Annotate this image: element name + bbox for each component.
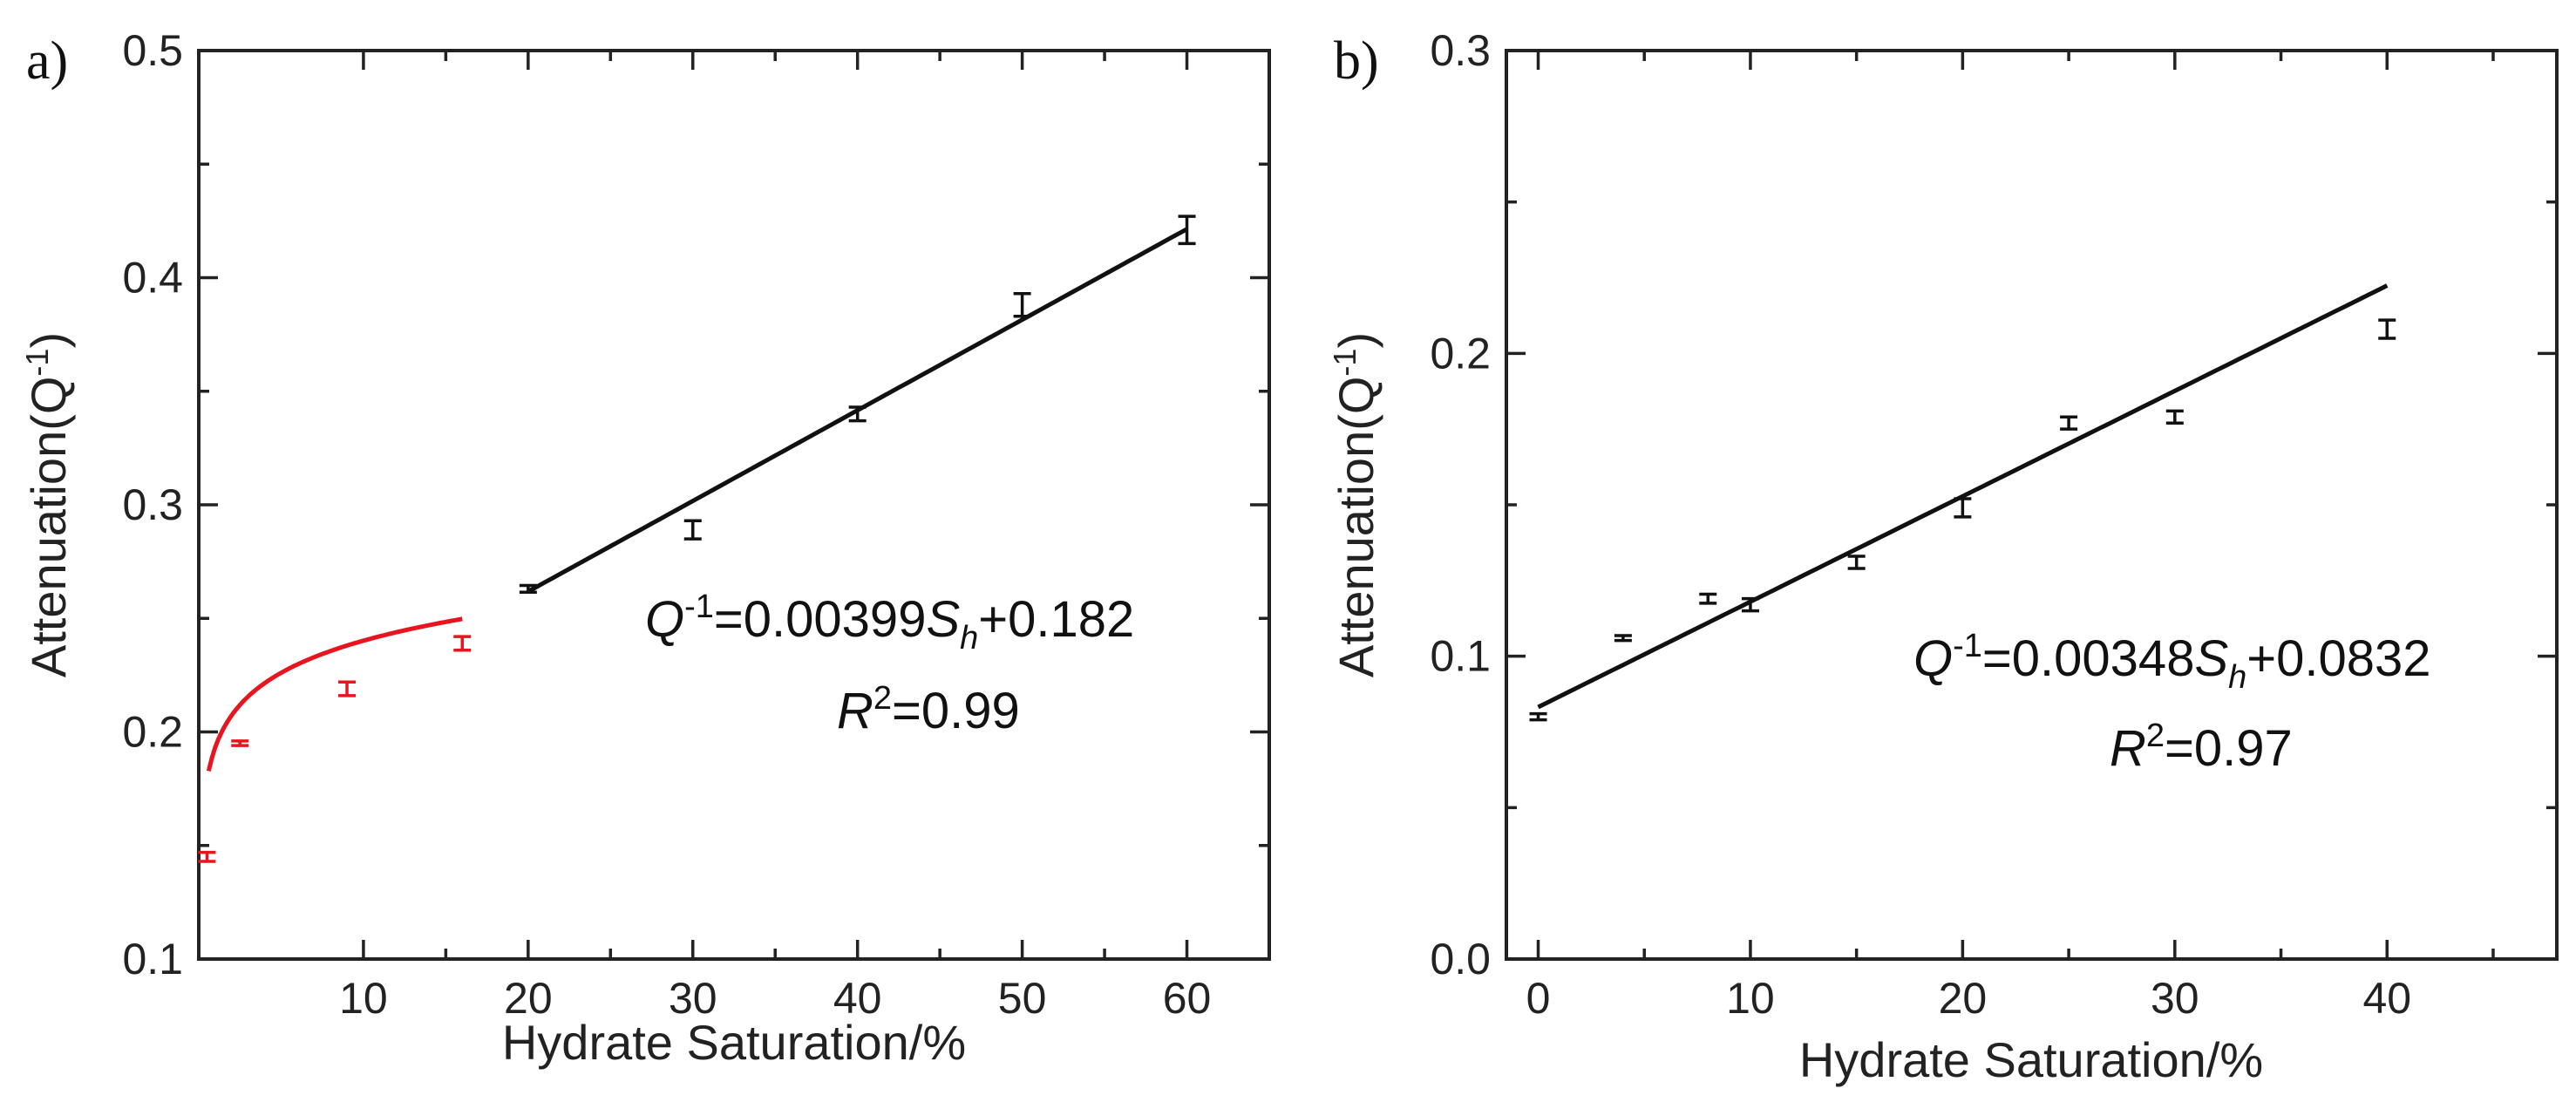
panel-a-y-axis-title-end: ) — [21, 332, 76, 349]
panel-a-eq-q: Q — [645, 591, 684, 648]
panel-b-fit-line-0 — [1537, 283, 2389, 710]
panel-a-data-point — [1013, 291, 1031, 318]
panel-b-r: R — [2110, 720, 2146, 777]
panel-a-x-tick-label: 40 — [833, 974, 882, 1023]
panel-b-fit-lines — [1537, 283, 2389, 710]
panel-b-data-point — [2060, 415, 2078, 431]
panel-b-data-point — [1954, 497, 1972, 519]
panel-b-y-tick-label: 0.2 — [1430, 329, 1491, 378]
panel-b-eq-q-sup: -1 — [1953, 628, 1982, 664]
panel-a-y-axis-title-main: Attenuation(Q — [21, 377, 76, 678]
panel-a-eq-q-sup: -1 — [684, 589, 714, 625]
panel-a-x-tick-label: 30 — [669, 974, 717, 1023]
panel-b-eq-s: S — [2194, 630, 2228, 687]
panel-a-r-squared: R2=0.99 — [837, 680, 1020, 739]
panel-b-x-tick-label: 20 — [1939, 974, 1988, 1023]
panel-b-data-point — [2378, 318, 2396, 340]
panel-b-y-axis-title-end: ) — [1329, 332, 1383, 349]
panel-b-data-point — [1699, 592, 1717, 605]
panel-a-y-tick-label: 0.1 — [122, 935, 183, 983]
panel-b-data-point — [2165, 409, 2184, 425]
panel-a-ticks: 10 20 30 40 50 60 0.1 0.2 0.3 0.4 0.5 — [122, 26, 1269, 1023]
panel-b-y-axis-title: Attenuation(Q-1) — [1327, 332, 1383, 677]
panel-a-y-tick-label: 0.3 — [122, 480, 183, 529]
panel-b-y-tick-label: 0.0 — [1430, 935, 1491, 983]
panel-a-y-tick-label: 0.5 — [122, 26, 183, 75]
panel-a-eq-s-sub: h — [960, 620, 978, 657]
panel-a-data-point — [1178, 214, 1196, 246]
panel-b-data-point — [1529, 711, 1547, 722]
panel-a-label: a) — [26, 31, 68, 91]
panel-b-label: b) — [1334, 31, 1379, 91]
panel-a-x-tick-label: 60 — [1163, 974, 1212, 1023]
panel-a-data-point — [519, 583, 537, 595]
panel-a-x-tick-label: 20 — [504, 974, 553, 1023]
panel-b-data-point — [1847, 554, 1866, 570]
panel-a-y-tick-label: 0.2 — [122, 708, 183, 757]
panel-b-data-point — [1614, 634, 1632, 643]
panel-a-r-sup: 2 — [873, 680, 892, 717]
panel-b-x-tick-label: 30 — [2151, 974, 2199, 1023]
panel-b-x-tick-label: 0 — [1526, 974, 1551, 1023]
panel-b-eq-intercept: +0.0832 — [2246, 630, 2430, 687]
panel-b-y-axis-title-main: Attenuation(Q — [1329, 377, 1383, 678]
panel-a-eq-intercept: +0.182 — [978, 591, 1134, 648]
panel-a-fit-lines — [206, 227, 1188, 772]
panel-b-x-tick-label: 40 — [2362, 974, 2411, 1023]
panel-b-data-points — [1529, 318, 2396, 722]
panel-a-r: R — [837, 683, 873, 739]
panel-b-y-tick-label: 0.3 — [1430, 26, 1491, 75]
panel-a-data-point — [453, 635, 472, 652]
panel-a-plot-frame — [197, 49, 1271, 961]
panel-b-plot-frame — [1505, 49, 2559, 961]
panel-b-eq-slope: =0.00348 — [1982, 630, 2195, 687]
panel-a-data-point — [198, 850, 216, 863]
panel-a-fit-equation: Q-1=0.00399Sh+0.182 — [645, 589, 1134, 657]
panel-a-data-point — [848, 405, 867, 423]
panel-a-fit-line-0 — [206, 616, 463, 772]
panel-a-data-point — [338, 680, 357, 697]
panel-a-y-axis-title-sup: -1 — [19, 349, 55, 377]
panel-b-data-point — [1741, 596, 1759, 613]
panel-b-eq-s-sub: h — [2228, 659, 2246, 696]
panel-b-eq-q: Q — [1913, 630, 1953, 687]
panel-a-eq-slope: =0.00399 — [714, 591, 927, 648]
panel-a-data-point — [683, 519, 702, 541]
panel-a-data-points — [198, 214, 1196, 863]
panel-a: a) 10 20 30 40 50 60 0.1 0.2 0.3 0.4 0.5 Hydrate S… — [19, 26, 1271, 1070]
panel-b-y-tick-label: 0.1 — [1430, 632, 1491, 681]
panel-a-eq-s: S — [926, 591, 960, 648]
panel-a-x-tick-label: 10 — [339, 974, 388, 1023]
panel-a-r-value: =0.99 — [892, 683, 1020, 739]
panel-a-y-axis-title: Attenuation(Q-1) — [19, 332, 76, 677]
panel-a-x-axis-title: Hydrate Saturation/% — [502, 1015, 966, 1070]
panel-b-r-value: =0.97 — [2165, 720, 2293, 777]
panel-b-y-axis-title-sup: -1 — [1327, 349, 1363, 377]
panel-b-r-squared: R2=0.97 — [2110, 718, 2293, 777]
panel-b-ticks: 0 10 20 30 40 0.0 0.1 0.2 0.3 — [1430, 26, 2557, 1023]
panel-b-x-tick-label: 10 — [1726, 974, 1775, 1023]
panel-b: b) 0 10 20 30 40 0.0 0.1 0.2 0.3 Hydrate Saturat… — [1327, 26, 2559, 1087]
panel-a-x-tick-label: 50 — [998, 974, 1047, 1023]
panel-b-r-sup: 2 — [2146, 718, 2165, 754]
panel-b-fit-equation: Q-1=0.00348Sh+0.0832 — [1913, 628, 2431, 696]
panel-b-x-axis-title: Hydrate Saturation/% — [1799, 1032, 2263, 1087]
panel-a-data-point — [231, 739, 249, 747]
panel-a-y-tick-label: 0.4 — [122, 254, 183, 303]
